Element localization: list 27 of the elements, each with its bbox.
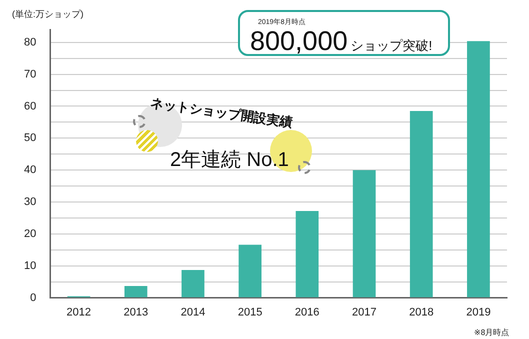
y-tick-label: 20: [24, 228, 36, 240]
x-tick-label: 2014: [180, 306, 206, 318]
x-tick-label: 2013: [124, 306, 148, 318]
y-tick-label: 10: [24, 260, 36, 272]
y-tick-label: 0: [30, 292, 36, 304]
bar: [410, 111, 433, 298]
annotation: ネットショップ開設実績: [149, 94, 294, 132]
y-tick-label: 40: [24, 164, 36, 176]
x-tick-label: 2016: [294, 306, 320, 318]
x-tick-label: 2017: [352, 306, 377, 318]
x-tick-label: 2019: [466, 306, 491, 318]
bar: [352, 170, 376, 298]
x-tick-label: 2012: [66, 306, 92, 318]
y-tick-label: 70: [24, 68, 36, 80]
bar: [238, 244, 262, 298]
bar: [296, 210, 319, 298]
bar: [124, 286, 148, 298]
y-tick-label: 60: [24, 100, 36, 112]
bar: [467, 41, 490, 298]
x-tick-label: 2015: [238, 306, 262, 318]
x-tick-label: 2018: [409, 306, 434, 318]
y-axis-title: (単位:万ショップ): [12, 8, 84, 21]
y-tick-label: 30: [24, 196, 36, 208]
y-tick-label: 80: [24, 36, 36, 48]
text: ※8月時点: [474, 327, 510, 338]
y-tick-label: 50: [24, 132, 36, 144]
bar: [182, 270, 204, 298]
